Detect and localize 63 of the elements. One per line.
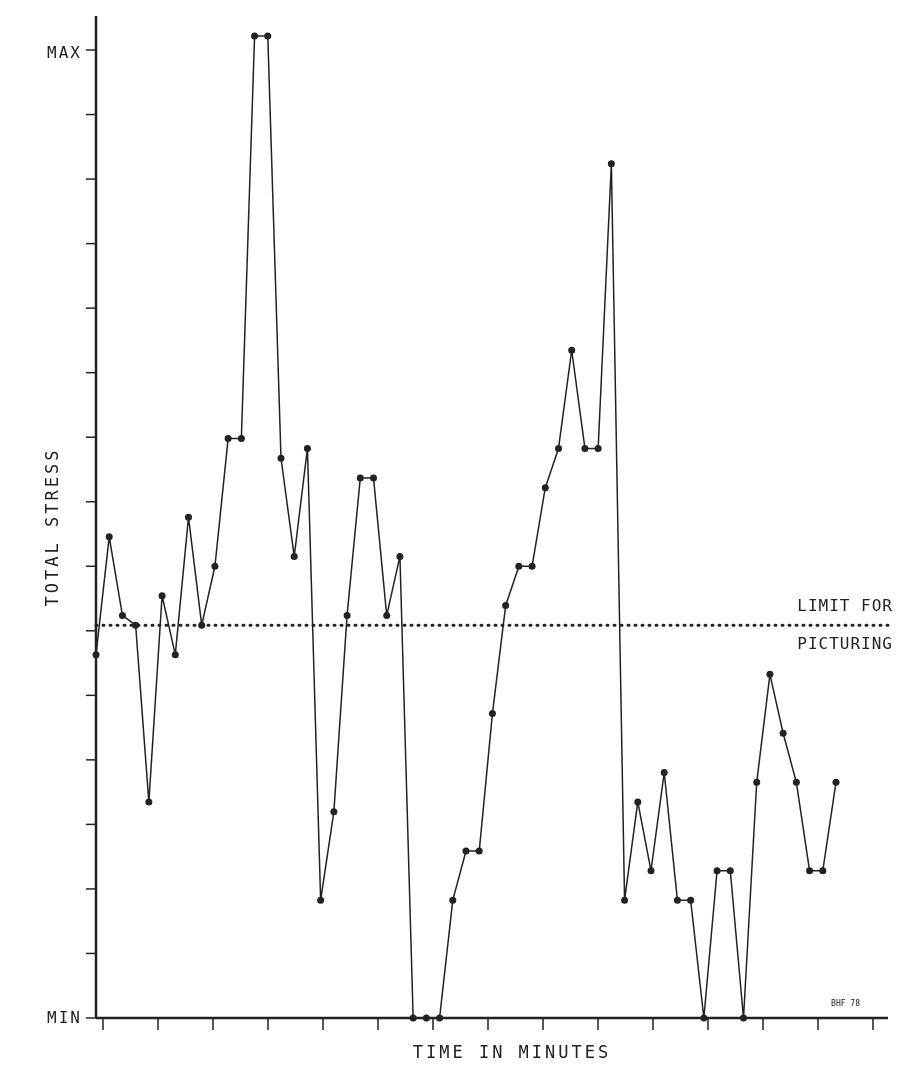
point — [660, 769, 668, 776]
point — [740, 1014, 747, 1022]
point — [118, 611, 126, 619]
point — [832, 778, 840, 786]
point — [158, 592, 166, 600]
point — [370, 474, 377, 482]
point — [515, 562, 523, 570]
point — [264, 32, 272, 40]
point — [819, 867, 827, 875]
point — [303, 444, 311, 452]
point — [488, 710, 496, 718]
point — [145, 798, 153, 806]
point — [779, 729, 787, 737]
point — [237, 435, 245, 443]
point — [766, 670, 774, 678]
point — [647, 867, 655, 875]
point — [422, 1014, 430, 1022]
ref-line-label: LIMIT FOR PICTURING — [797, 596, 893, 654]
point — [462, 847, 470, 855]
point — [687, 896, 695, 904]
point — [290, 552, 298, 560]
point — [277, 454, 285, 462]
point — [568, 346, 576, 354]
point — [343, 611, 351, 619]
annotation: BHF 78 — [831, 999, 861, 1008]
point — [541, 484, 549, 492]
point — [581, 444, 589, 452]
point — [806, 867, 814, 875]
point — [317, 896, 325, 904]
point — [726, 867, 734, 875]
point — [555, 444, 562, 452]
point — [594, 444, 602, 452]
y-axis-title: TOTAL STRESS — [42, 447, 62, 607]
point — [251, 32, 259, 40]
point — [673, 896, 681, 904]
point — [700, 1014, 708, 1022]
point — [475, 847, 483, 855]
x-axis-title: TIME IN MINUTES — [412, 1042, 612, 1062]
text: MIN — [47, 1008, 82, 1027]
point — [713, 867, 721, 875]
point — [171, 651, 179, 659]
point — [224, 435, 232, 443]
point — [105, 533, 113, 541]
point — [449, 896, 457, 904]
point — [356, 474, 364, 482]
point — [436, 1014, 444, 1022]
point — [132, 621, 140, 629]
point — [396, 552, 404, 560]
point — [621, 896, 629, 904]
point — [792, 778, 800, 786]
point — [211, 562, 219, 570]
text: MAX — [47, 43, 82, 62]
point — [607, 160, 615, 168]
point — [528, 562, 536, 570]
point — [753, 778, 761, 786]
point — [502, 602, 510, 610]
point — [185, 513, 192, 521]
point — [383, 611, 391, 619]
point — [330, 808, 338, 816]
point — [92, 651, 100, 659]
point — [634, 798, 642, 806]
point — [198, 621, 206, 629]
point — [409, 1014, 417, 1022]
